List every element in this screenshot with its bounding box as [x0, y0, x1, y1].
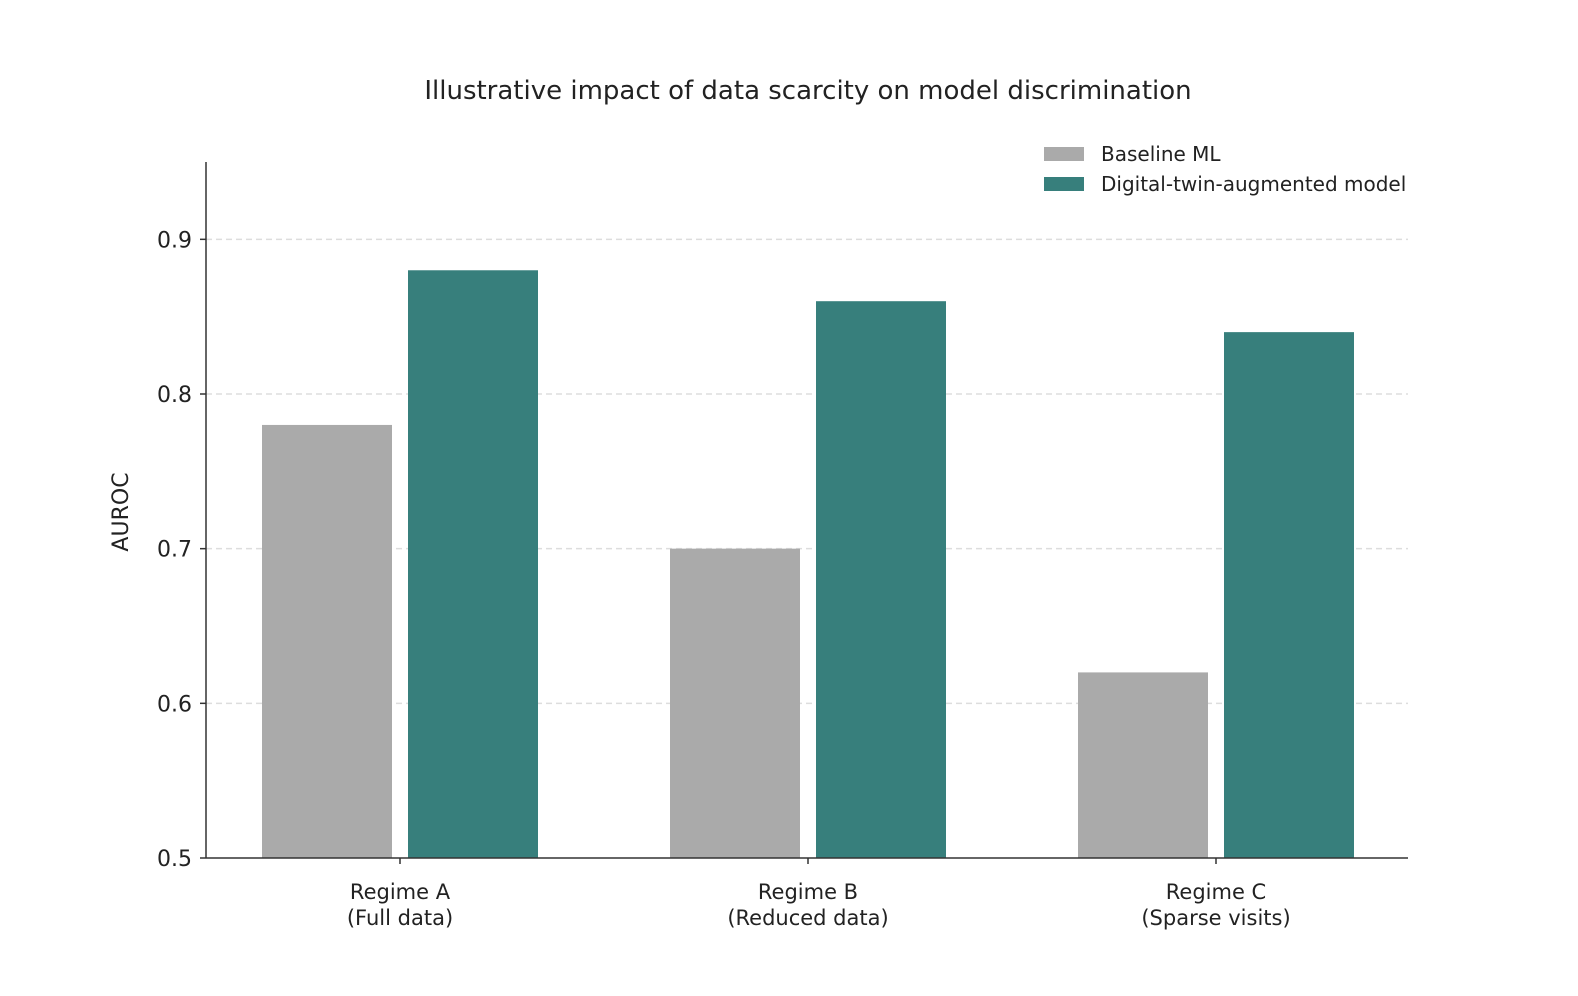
y-tick-label: 0.9 [157, 228, 192, 253]
x-tick-label: (Full data) [347, 906, 453, 930]
legend-label: Digital-twin-augmented model [1101, 172, 1406, 196]
x-tick-label: (Reduced data) [727, 906, 888, 930]
bar-baseline [262, 424, 392, 858]
y-axis-label: AUROC [109, 472, 134, 551]
y-tick-label: 0.8 [157, 383, 192, 408]
y-tick-label: 0.7 [157, 538, 192, 563]
bar-digital-twin [408, 270, 538, 858]
x-tick-label: Regime B [758, 880, 858, 904]
x-tick-label: (Sparse visits) [1141, 906, 1290, 930]
bar-baseline [670, 548, 800, 858]
legend-swatch [1044, 147, 1084, 161]
y-tick-label: 0.6 [157, 692, 192, 717]
legend-swatch [1044, 177, 1084, 191]
bar-digital-twin [1224, 332, 1354, 859]
chart-title: Illustrative impact of data scarcity on … [424, 76, 1191, 106]
y-tick-label: 0.5 [157, 847, 192, 872]
bar-baseline [1078, 672, 1208, 858]
bar-digital-twin [816, 301, 946, 858]
legend-label: Baseline ML [1101, 142, 1221, 166]
x-tick-label: Regime C [1166, 880, 1266, 904]
x-tick-label: Regime A [350, 880, 451, 904]
